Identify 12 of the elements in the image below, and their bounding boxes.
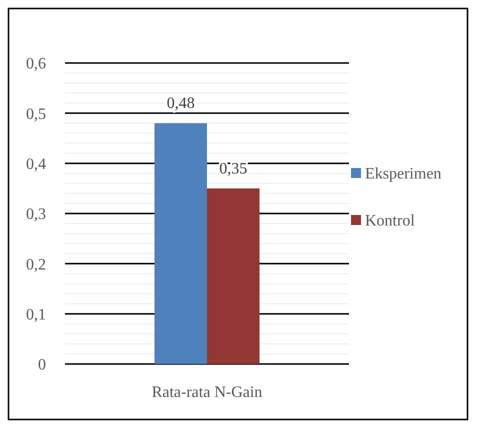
y-tick-label: 0,1 <box>26 306 46 324</box>
x-tick-label: Rata-rata N-Gain <box>152 384 262 401</box>
y-tick-label: 0 <box>38 356 46 374</box>
legend-label: Eksperimen <box>365 166 442 183</box>
y-tick-label: 0,4 <box>26 156 46 173</box>
data-label: 0,48 <box>166 95 195 112</box>
data-label: 0,35 <box>219 160 248 178</box>
y-tick-label: 0,5 <box>26 106 46 123</box>
y-tick-label: 0,2 <box>26 256 46 274</box>
y-tick-label: 0,6 <box>26 56 46 73</box>
y-tick-label: 0,3 <box>26 206 46 224</box>
legend-label: Kontrol <box>365 212 416 230</box>
